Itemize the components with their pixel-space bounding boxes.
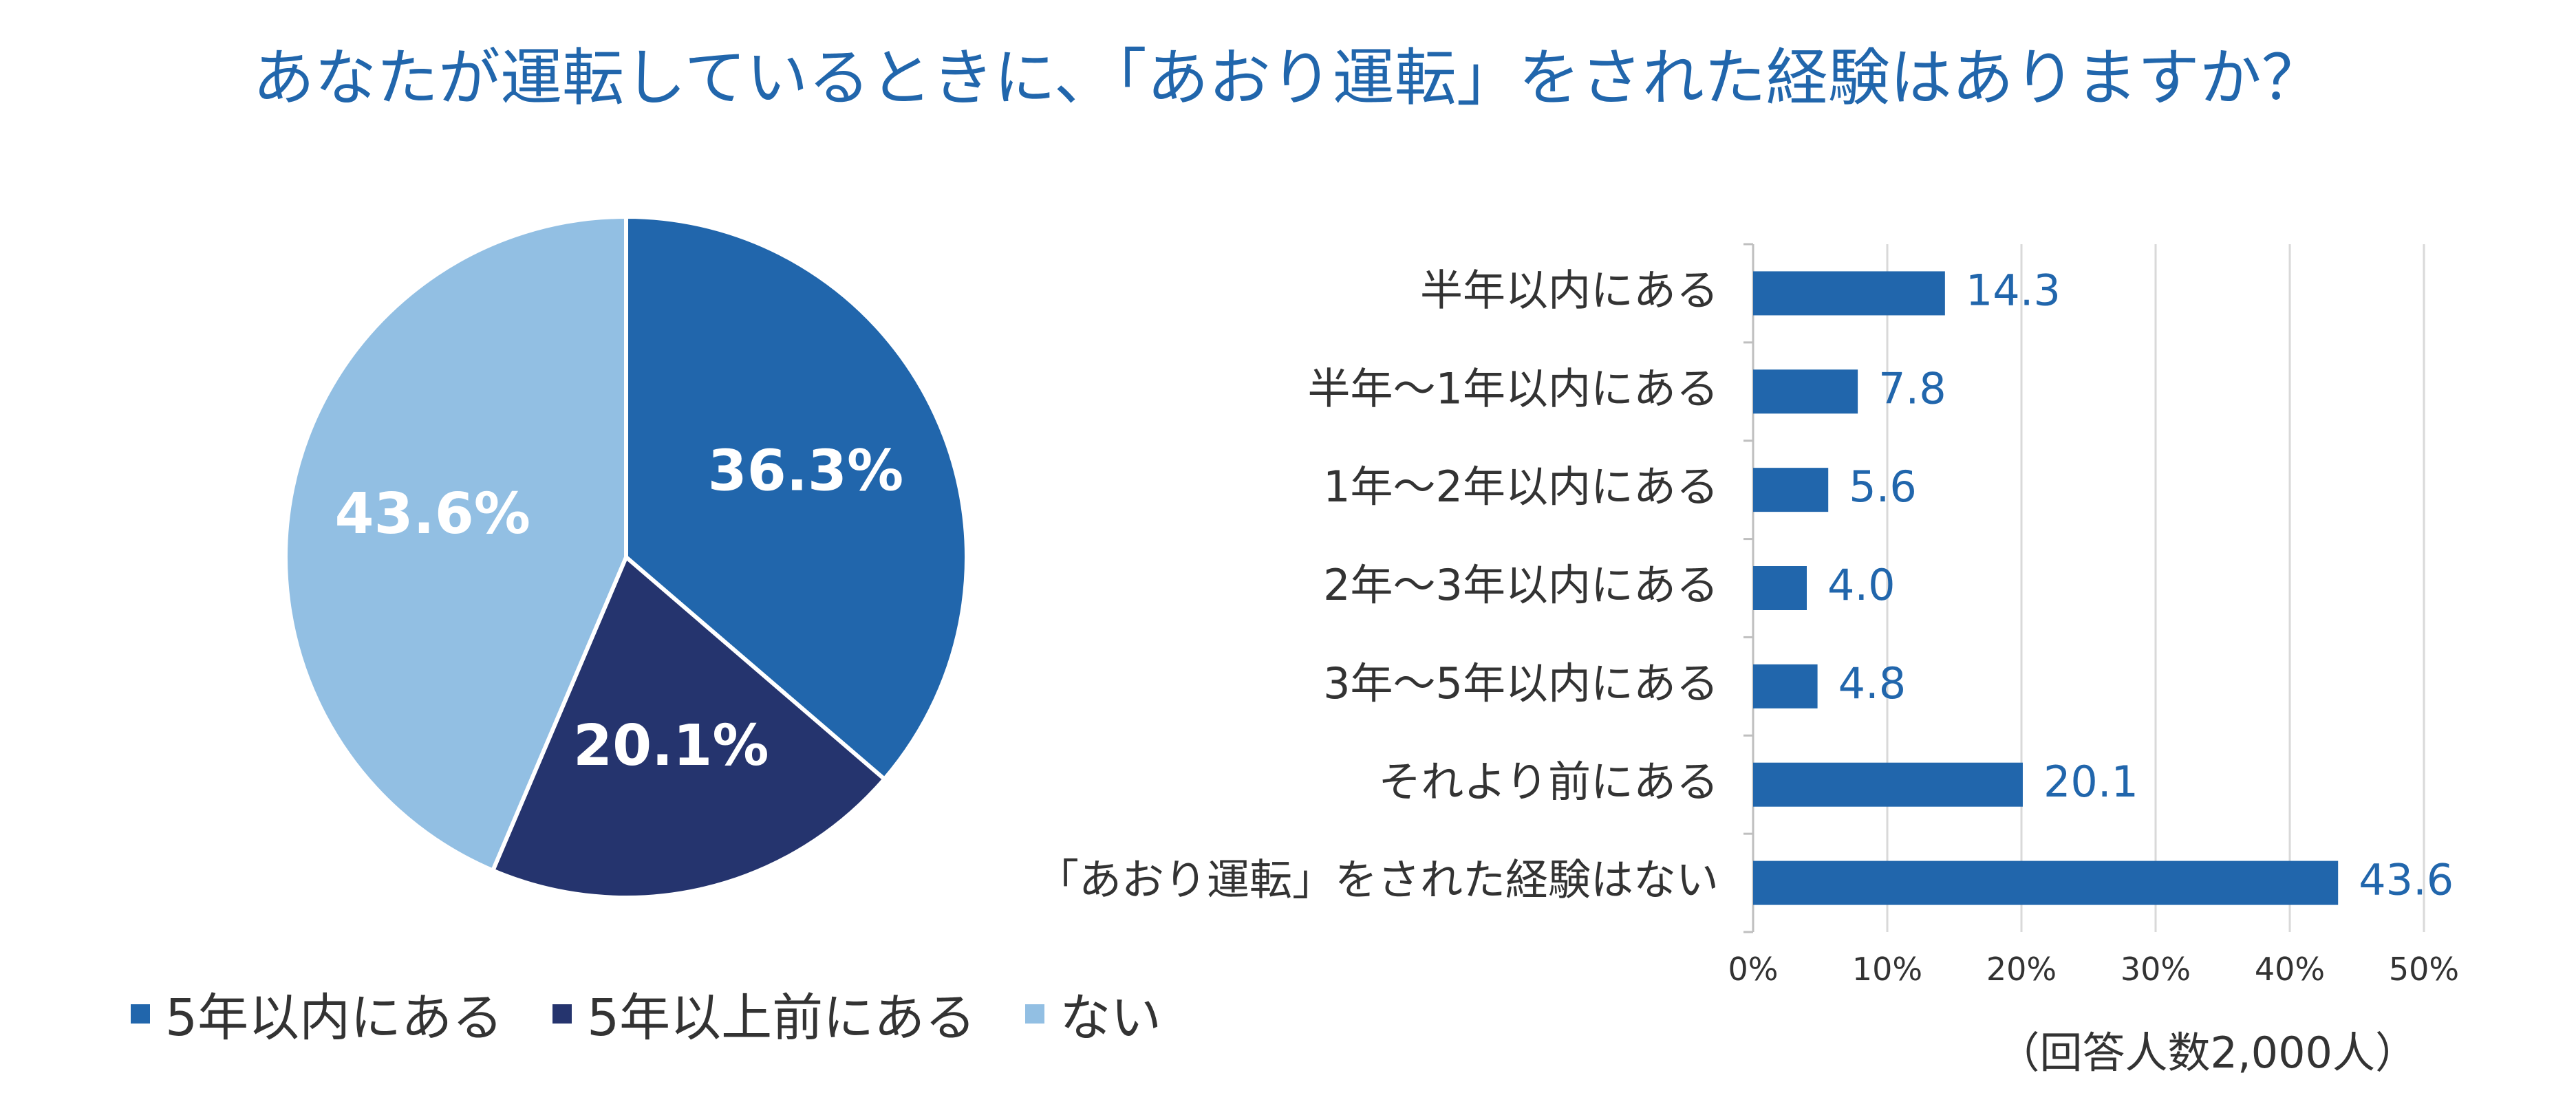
legend-item-2: 5年以上前にある [552,977,976,1050]
legend-swatch [1025,1004,1045,1024]
x-tick-label: 20% [1986,951,2057,988]
bar-1 [1753,271,1945,316]
category-label-1: 半年以内にある [1420,266,1719,316]
value-label-3: 5.6 [1849,462,1917,512]
pie-slice-label-2: 20.1% [573,713,769,779]
category-label-6: それより前にある [1378,757,1719,807]
x-tick-label: 30% [2121,951,2191,988]
pie-slice-label-1: 36.3% [708,439,903,504]
pie-legend: 5年以内にある 5年以上前にある ない [131,977,1161,1050]
chart-title: あなたが運転しているときに、「あおり運転」をされた経験はありますか？ [253,42,2323,114]
bar-5 [1753,664,1818,708]
value-label-7: 43.6 [2359,855,2454,905]
bar-3 [1753,468,1829,512]
pie-slice-3 [283,214,628,874]
value-label-1: 14.3 [1966,266,2061,316]
category-label-3: 1年〜2年以内にある [1323,462,1719,512]
legend-item-3: ない [1025,977,1161,1050]
legend-label: 5年以内にある [165,988,504,1048]
bar-6 [1753,762,2023,807]
value-label-5: 4.8 [1838,658,1907,708]
bar-2 [1753,369,1858,414]
legend-label: 5年以上前にある [587,988,976,1048]
pie-chart: 36.3% 20.1% 43.6% [283,214,969,900]
x-tick-label: 0% [1728,951,1779,988]
bar-7 [1753,860,2339,905]
legend-swatch [131,1004,150,1024]
category-label-2: 半年〜1年以内にある [1308,363,1719,413]
x-tick-label: 10% [1852,951,1922,988]
x-tick-label: 40% [2255,951,2325,988]
legend-item-1: 5年以内にある [131,977,503,1050]
category-label-5: 3年〜5年以内にある [1323,658,1719,708]
category-label-4: 2年〜3年以内にある [1323,560,1719,610]
pie-slice-label-3: 43.6% [334,481,530,547]
category-label-7: 「あおり運転」をされた経験はない [1036,855,1719,905]
legend-label: ない [1060,988,1162,1048]
legend-swatch [552,1004,572,1024]
x-tick-label: 50% [2389,951,2459,988]
respondent-note: （回答人数2,000人） [1997,1028,2418,1078]
pie-slice-1 [624,214,969,782]
bar-4 [1753,566,1807,610]
value-label-4: 4.0 [1827,560,1896,610]
value-label-2: 7.8 [1878,363,1946,413]
value-label-6: 20.1 [2043,757,2138,807]
